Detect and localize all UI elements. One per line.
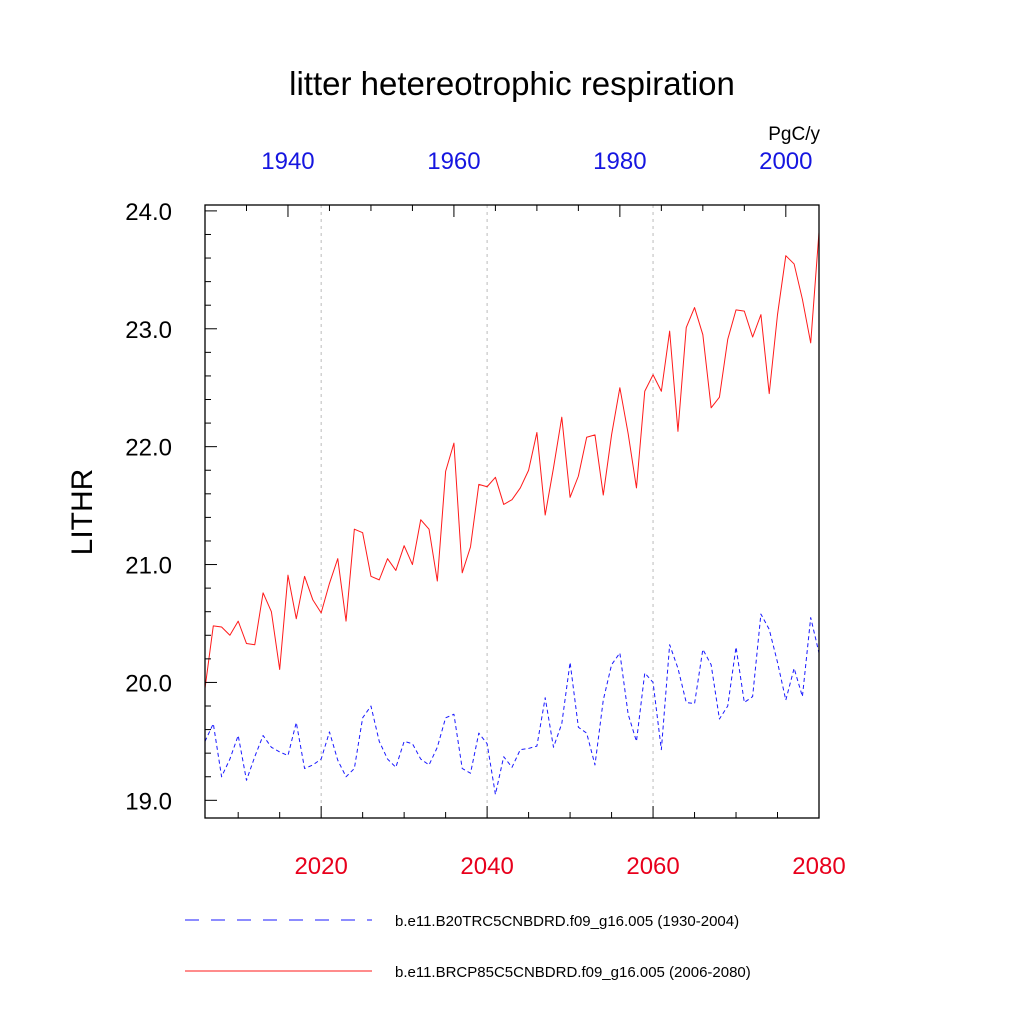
bottom-tick-label: 2060 bbox=[626, 853, 679, 880]
plot-frame bbox=[204, 204, 820, 819]
y-tick-label: 19.0 bbox=[125, 788, 172, 815]
legend-label-historical: b.e11.B20TRC5CNBDRD.f09_g16.005 (1930-20… bbox=[395, 913, 739, 930]
y-tick-label: 21.0 bbox=[125, 553, 172, 580]
bottom-tick-label: 2020 bbox=[294, 853, 347, 880]
top-tick-label: 2000 bbox=[759, 148, 812, 175]
top-tick-label: 1960 bbox=[427, 148, 480, 175]
y-tick-label: 24.0 bbox=[125, 199, 172, 226]
top-tick-label: 1940 bbox=[261, 148, 314, 175]
legend: b.e11.B20TRC5CNBDRD.f09_g16.005 (1930-20… bbox=[185, 913, 751, 981]
series-line-historical bbox=[204, 613, 820, 795]
series-lines bbox=[204, 232, 820, 795]
bottom-tick-label: 2040 bbox=[460, 853, 513, 880]
y-tick-label: 22.0 bbox=[125, 435, 172, 462]
y-axis-label: LITHR bbox=[66, 469, 99, 556]
chart-title: litter hetereotrophic respiration bbox=[289, 65, 735, 102]
top-tick-label: 1980 bbox=[593, 148, 646, 175]
bottom-tick-label: 2080 bbox=[792, 853, 845, 880]
y-tick-label: 23.0 bbox=[125, 317, 172, 344]
grid-lines bbox=[320, 205, 654, 818]
axis-ticks bbox=[205, 205, 820, 818]
y-tick-label: 20.0 bbox=[125, 670, 172, 697]
legend-label-rcp85: b.e11.BRCP85C5CNBDRD.f09_g16.005 (2006-2… bbox=[395, 964, 751, 981]
series-line-rcp85 bbox=[204, 232, 820, 689]
axis-tick-labels: 2020 2040 2060 2080 1940 1960 1980 2000 19.0 20.0… bbox=[125, 148, 845, 880]
units-label: PgC/y bbox=[768, 124, 820, 145]
